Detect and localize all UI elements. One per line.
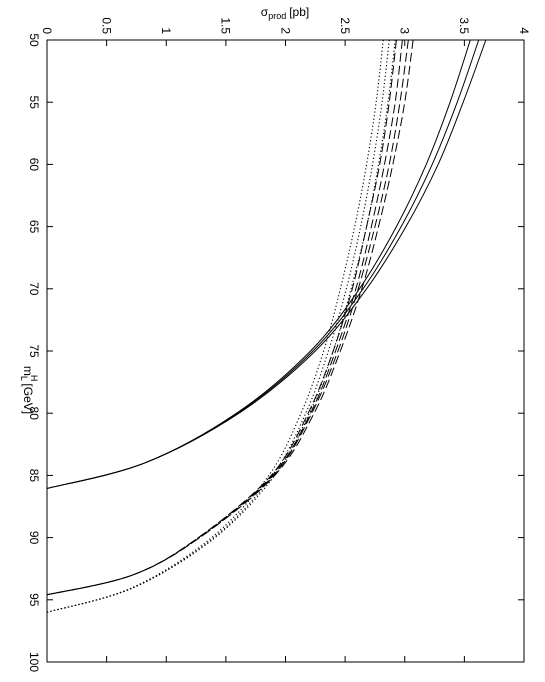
x-axis-title-main: m [21,366,35,376]
y-tick-label: 2 [278,27,292,34]
y-tick-label: 3.5 [457,17,471,34]
y-tick-label: 1.5 [219,17,233,34]
x-tick-label: 60 [27,158,41,172]
x-tick-label: 55 [27,96,41,110]
series-dashed-5 [46,39,403,596]
series-dashed-4 [46,39,397,596]
y-tick-label: 3 [398,27,412,34]
y-axis-title-sub: prod [268,11,286,21]
series-solid-1 [46,39,471,489]
series-solid-2 [46,39,480,489]
x-tick-label: 50 [27,33,41,47]
series-dotted-10 [46,39,396,613]
x-tick-label: 80 [27,407,41,421]
axis-ticks [46,39,525,663]
y-tick-label: 1 [159,27,173,34]
plot-frame [46,39,525,663]
y-tick-label: 2.5 [338,17,352,34]
tick-labels: 0 0.5 1 1.5 2 2.5 3 3.5 4 50 55 60 65 70 75 80 85 90 95 100 [27,17,531,672]
x-tick-label: 75 [27,344,41,358]
y-axis-title-unit: [pb] [289,5,309,19]
series-dotted-9 [46,39,390,613]
x-tick-label: 90 [27,531,41,545]
x-axis-title-sub: L [19,376,29,381]
x-axis-title-unit: [GeV] [21,383,35,414]
y-tick-label: 0 [40,27,54,34]
x-axis-title: mLH[GeV] [19,366,39,414]
series-solid-3 [46,39,487,489]
series-dashed-7 [46,39,414,596]
x-tick-label: 70 [27,282,41,296]
series-dashed-6 [46,39,409,596]
x-tick-label: 95 [27,593,41,607]
x-tick-label: 100 [27,652,41,672]
curves [46,39,487,613]
series-dotted-8 [46,39,384,613]
x-axis-title-sup: H [29,375,39,382]
y-axis-title: σprod [pb] [261,5,309,21]
y-tick-label: 0.5 [99,17,113,34]
y-tick-label: 4 [517,27,531,34]
x-tick-label: 65 [27,220,41,234]
y-axis-title-main: σ [261,5,269,19]
x-tick-label: 85 [27,469,41,483]
